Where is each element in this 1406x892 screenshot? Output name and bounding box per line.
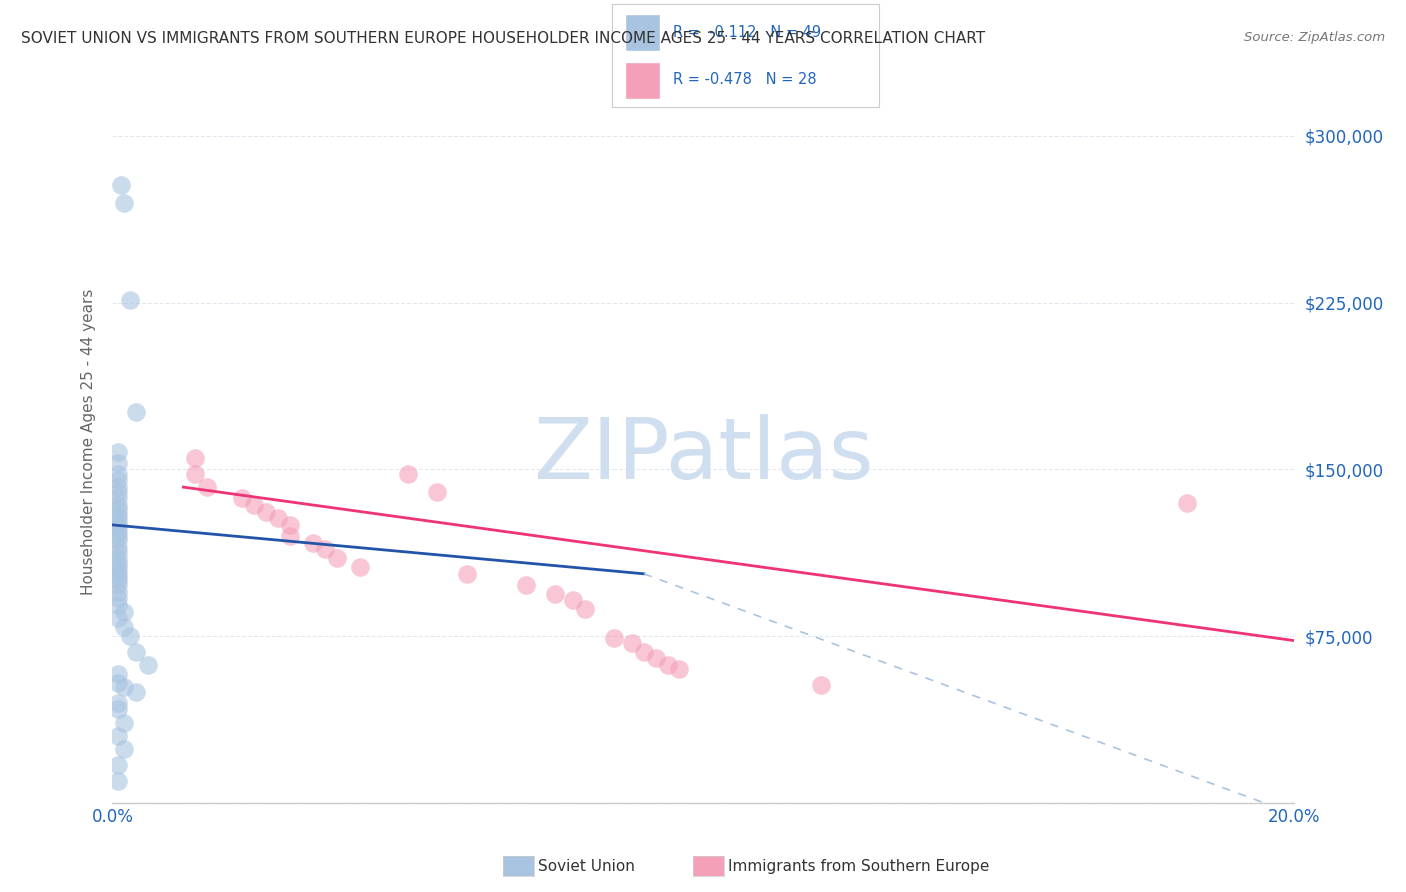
Point — [120, 629, 142, 643]
Point — [107, 498, 129, 512]
Point — [107, 591, 129, 606]
Text: ZIPatlas: ZIPatlas — [533, 415, 873, 498]
Text: R = -0.478   N = 28: R = -0.478 N = 28 — [673, 72, 817, 87]
Point — [107, 696, 129, 710]
FancyBboxPatch shape — [624, 62, 659, 99]
Text: SOVIET UNION VS IMMIGRANTS FROM SOUTHERN EUROPE HOUSEHOLDER INCOME AGES 25 - 44 : SOVIET UNION VS IMMIGRANTS FROM SOUTHERN… — [21, 31, 986, 46]
Point — [396, 467, 419, 481]
Point — [110, 178, 132, 192]
Point — [107, 444, 129, 458]
Point — [107, 773, 129, 788]
Point — [278, 529, 301, 543]
Point — [107, 524, 129, 539]
Point — [107, 584, 129, 599]
Point — [107, 569, 129, 583]
Point — [112, 742, 135, 756]
Point — [195, 480, 218, 494]
Point — [125, 684, 148, 698]
Point — [544, 587, 567, 601]
Point — [107, 675, 129, 690]
Text: Immigrants from Southern Europe: Immigrants from Southern Europe — [728, 859, 990, 873]
Point — [107, 666, 129, 681]
Point — [657, 657, 679, 672]
Point — [125, 404, 148, 418]
Text: R =  -0.112   N = 49: R = -0.112 N = 49 — [673, 25, 821, 39]
Point — [107, 456, 129, 470]
Point — [278, 517, 301, 532]
Point — [107, 467, 129, 481]
Point — [107, 611, 129, 625]
Point — [668, 662, 690, 676]
Point — [112, 620, 135, 634]
Point — [120, 293, 142, 308]
Point — [107, 574, 129, 588]
Point — [1175, 496, 1198, 510]
Point — [107, 502, 129, 516]
Point — [112, 715, 135, 730]
Point — [267, 511, 290, 525]
Point — [107, 511, 129, 525]
Point — [314, 542, 336, 557]
Point — [184, 467, 207, 481]
Point — [633, 645, 655, 659]
Point — [107, 520, 129, 534]
Point — [136, 657, 159, 672]
Point — [107, 474, 129, 488]
Point — [107, 516, 129, 530]
Point — [107, 480, 129, 494]
Point — [107, 598, 129, 612]
Point — [112, 195, 135, 210]
Point — [426, 484, 449, 499]
Point — [326, 551, 349, 566]
Point — [184, 451, 207, 466]
Point — [562, 593, 585, 607]
Point — [107, 729, 129, 743]
Point — [515, 578, 537, 592]
Point — [107, 556, 129, 570]
Point — [107, 491, 129, 506]
Point — [125, 645, 148, 659]
Point — [107, 578, 129, 592]
Point — [107, 540, 129, 554]
Text: Source: ZipAtlas.com: Source: ZipAtlas.com — [1244, 31, 1385, 45]
Point — [456, 566, 478, 581]
Point — [112, 605, 135, 619]
Point — [107, 484, 129, 499]
Point — [254, 505, 277, 519]
Point — [107, 560, 129, 574]
Point — [574, 602, 596, 616]
Point — [231, 491, 253, 506]
Point — [107, 702, 129, 716]
Point — [107, 507, 129, 521]
Point — [107, 758, 129, 772]
Point — [107, 544, 129, 558]
Y-axis label: Householder Income Ages 25 - 44 years: Householder Income Ages 25 - 44 years — [80, 288, 96, 595]
Point — [810, 678, 832, 692]
Point — [107, 529, 129, 543]
Text: Soviet Union: Soviet Union — [538, 859, 636, 873]
Point — [603, 632, 626, 646]
Point — [621, 636, 644, 650]
Point — [107, 551, 129, 566]
Point — [644, 651, 666, 665]
Point — [302, 535, 325, 549]
FancyBboxPatch shape — [624, 13, 659, 51]
Point — [107, 565, 129, 579]
Point — [112, 680, 135, 694]
Point — [243, 498, 266, 512]
Point — [107, 533, 129, 548]
Point — [349, 560, 371, 574]
